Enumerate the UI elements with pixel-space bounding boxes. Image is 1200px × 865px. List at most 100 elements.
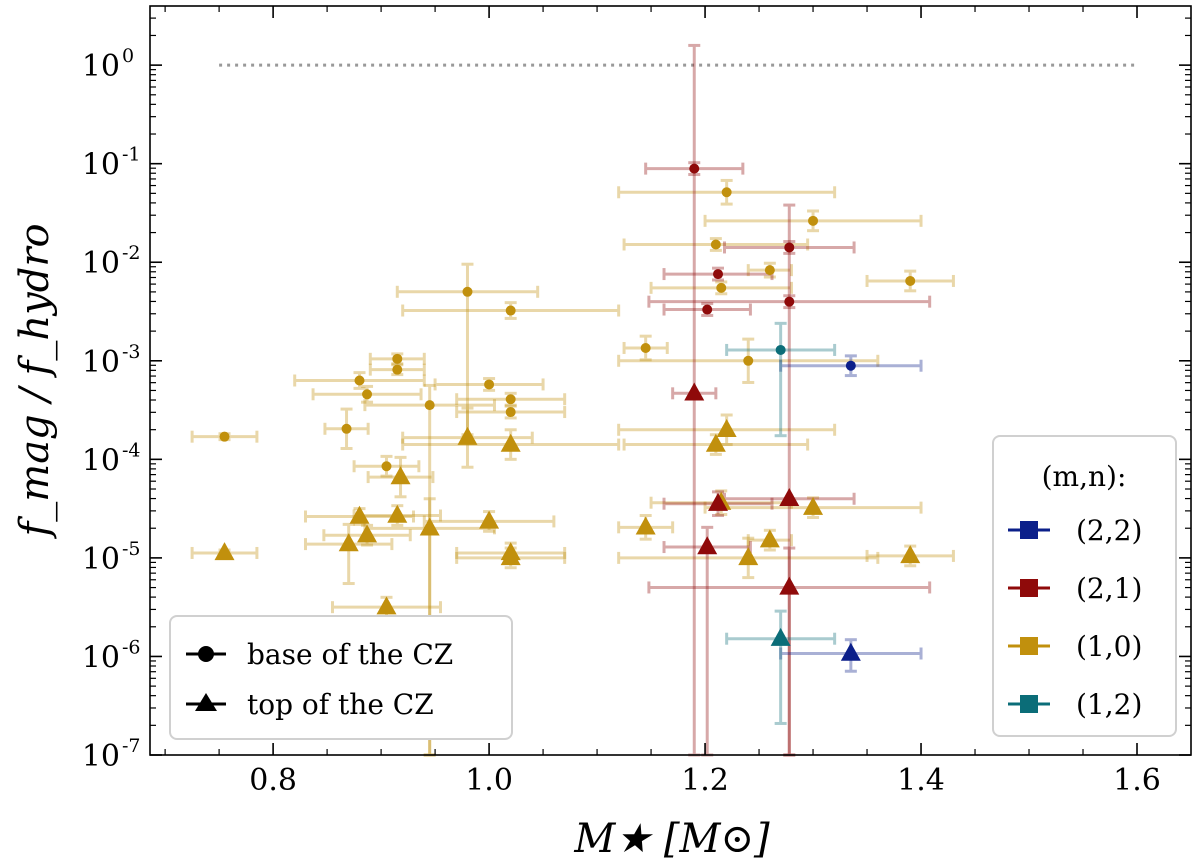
data-point-triangle [357,524,378,543]
data-point-triangle [708,492,729,511]
data-point-triangle [500,547,521,566]
data-point-circle [808,215,819,226]
mode-legend-swatch-10 [1020,637,1038,655]
data-point-triangle [759,529,780,548]
error-bar [662,525,752,757]
data-point-circle [702,304,713,315]
data-point-circle [784,296,795,307]
x-tick-label: 1.2 [681,763,729,798]
data-point-circle [845,360,856,371]
data-point-circle [424,400,435,411]
data-point-circle [362,389,373,400]
data-point-circle [462,286,473,297]
x-tick-label: 1.4 [897,763,945,798]
marker-legend-circle [198,646,214,662]
data-point-circle [392,364,403,375]
data-point-circle [764,265,775,276]
marker-legend-frame [169,615,513,740]
mode-legend-label-21: (2,1) [1076,572,1142,605]
data-point-triangle [457,426,478,445]
data-point-triangle [684,382,705,401]
error-bar [304,522,394,586]
marker-legend-triangle [195,693,217,711]
data-point-triangle [214,542,235,561]
y-tick-label: 10 [82,542,120,577]
data-point-triangle [500,433,521,452]
y-tick-label: 10 [82,640,120,675]
mode-legend-label-12: (1,2) [1076,688,1142,721]
data-point-triangle [338,533,359,552]
data-point-circle [775,344,786,355]
data-point-circle [392,353,403,364]
data-point-triangle [387,504,408,523]
mode-legend-title: (m,n): [1042,460,1127,493]
data-point-circle [341,423,352,434]
mode-legend-swatch-21 [1020,579,1038,597]
marker-legend-label-top: top of the CZ [247,688,434,721]
data-point-circle [219,431,230,442]
data-point-circle [505,394,516,405]
mode-legend-frame [992,435,1177,737]
data-point-triangle [716,418,737,437]
data-point-circle [689,163,700,174]
y-tick-exponent: -5 [122,538,141,560]
y-tick-label: 10 [82,148,120,183]
data-point-triangle [705,433,726,452]
x-tick-label: 1.6 [1113,763,1161,798]
data-point-triangle [419,517,440,536]
y-tick-label: 10 [82,246,120,281]
y-tick-label: 10 [82,443,120,478]
marker-legend: base of the CZ top of the CZ [169,615,513,740]
data-point-triangle [635,516,656,535]
data-point-circle [716,282,727,293]
marker-legend-label-base: base of the CZ [247,638,453,671]
y-axis-title: f_mag / f_hydro [12,223,58,539]
data-point-triangle [390,466,411,485]
x-tick-label: 1.0 [465,763,513,798]
data-point-circle [710,239,721,250]
mode-legend-label-10: (1,0) [1076,630,1142,663]
y-tick-exponent: -3 [122,341,141,363]
data-point-circle [713,269,724,280]
data-point-circle [381,461,392,472]
x-tick-label: 0.8 [249,763,297,798]
data-point-triangle [376,596,397,615]
data-point-circle [484,379,495,390]
y-tick-exponent: -4 [122,439,141,461]
mode-legend-swatch-12 [1020,695,1038,713]
data-point-triangle [900,545,921,564]
data-point-circle [743,355,754,366]
data-point-triangle [770,627,791,646]
mode-legend-swatch-22 [1020,521,1038,539]
data-point-circle [354,375,365,386]
data-point-triangle [803,496,824,515]
y-tick-exponent: -7 [122,735,141,757]
y-tick-exponent: -6 [122,636,141,658]
data-point-circle [640,342,651,353]
data-point-triangle [779,576,800,595]
plot-frame [149,5,1192,756]
y-tick-exponent: 0 [122,45,134,67]
y-tick-exponent: -2 [122,242,141,264]
y-tick-label: 10 [82,345,120,380]
plot-area [190,43,1138,757]
data-point-triangle [738,547,759,566]
y-tick-label: 10 [82,49,120,84]
data-point-circle [905,275,916,286]
data-point-circle [721,187,732,198]
data-point-triangle [349,505,370,524]
data-point-circle [784,242,795,253]
y-tick-label: 10 [82,739,120,774]
data-point-triangle [697,536,718,555]
mode-legend: (m,n): (2,2) (2,1) (1,0) (1,2) [992,435,1177,737]
data-point-circle [505,305,516,316]
data-point-triangle [840,642,861,661]
mode-legend-label-22: (2,2) [1076,514,1142,547]
y-tick-exponent: -1 [122,144,141,166]
x-axis-title: M★ [M⊙] [573,816,770,862]
data-point-triangle [479,510,500,529]
data-point-triangle [779,487,800,506]
data-point-circle [505,407,516,418]
